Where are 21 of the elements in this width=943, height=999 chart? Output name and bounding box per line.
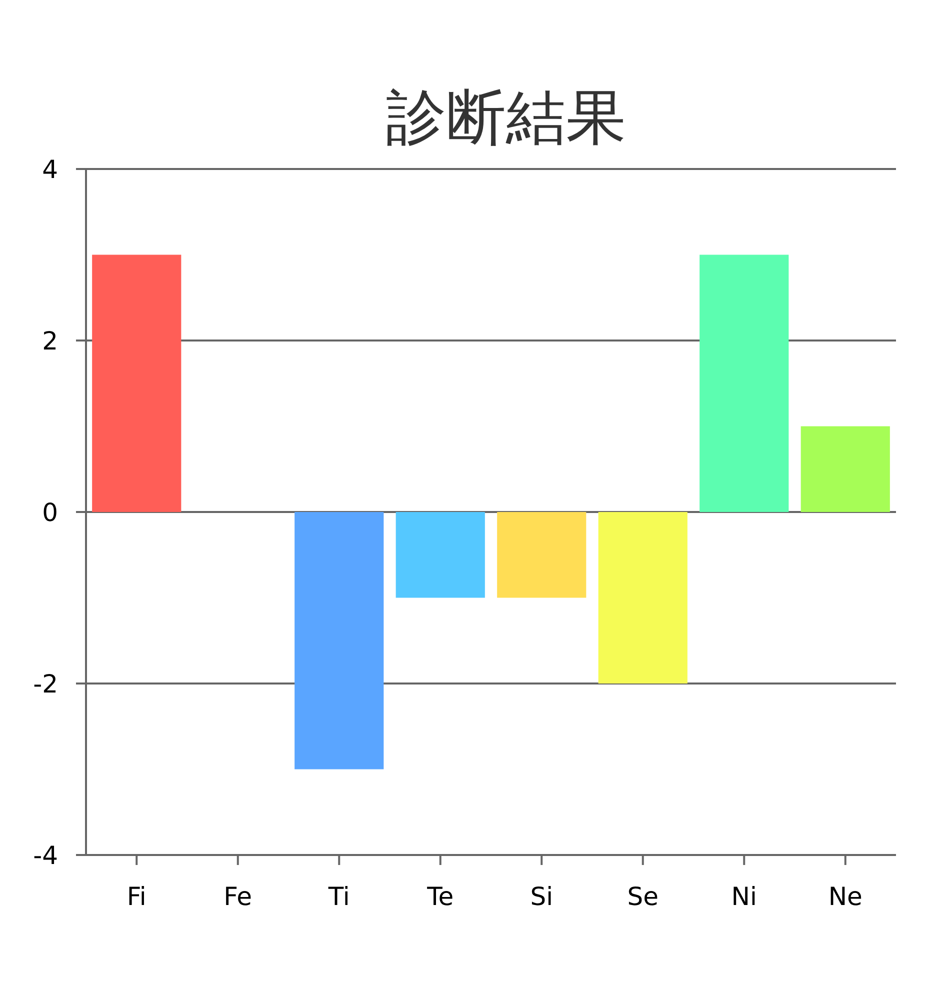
bar [800,426,890,512]
chart-title: 診断結果 [386,83,626,153]
bar [92,254,182,512]
x-tick-label: Se [627,882,658,911]
x-tick-label: Ne [828,882,862,911]
x-tick-label: Te [426,882,454,911]
bar [396,512,485,598]
x-tick-label: Fe [224,882,252,911]
y-tick-label: 2 [42,326,58,356]
x-tick-label: Fi [126,882,146,911]
x-tick-label: Ni [731,882,757,911]
y-tick-label: 0 [42,498,58,527]
bar [294,512,384,770]
y-tick-label: -4 [33,841,58,870]
x-tick-label: Si [530,882,554,911]
y-tick-label: 4 [42,155,58,184]
x-tick-label: Ti [327,882,350,911]
bar [598,512,688,684]
y-tick-label: -2 [33,670,58,698]
bar [497,512,586,598]
bar [700,254,789,512]
